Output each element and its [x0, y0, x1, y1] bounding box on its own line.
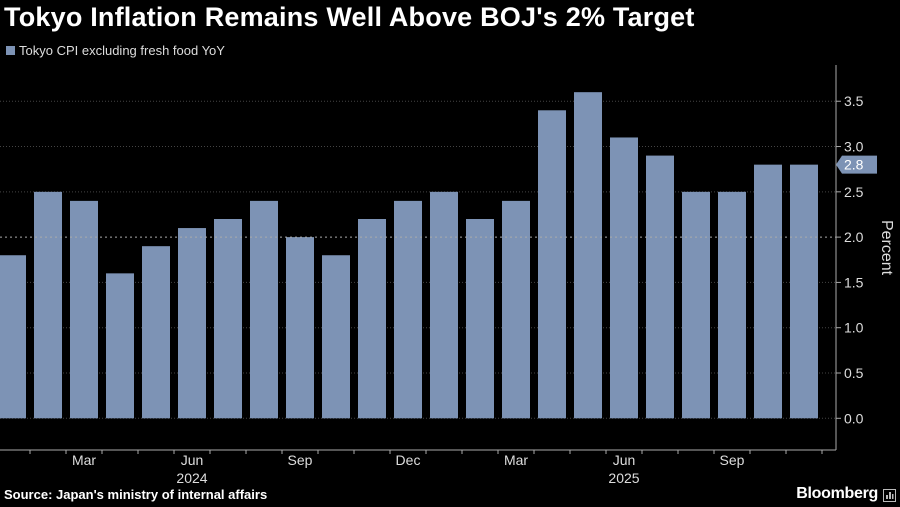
- bloomberg-mark-icon: [883, 489, 896, 502]
- x-tick-label: Jun: [181, 452, 204, 468]
- bar-jan-2025: [430, 191, 458, 419]
- bar-jan-2024: [0, 255, 26, 419]
- bar-sep-2024: [286, 237, 314, 419]
- chart-title: Tokyo Inflation Remains Well Above BOJ's…: [4, 2, 695, 32]
- x-tick-label: Sep: [720, 452, 745, 468]
- x-tick-label: Dec: [396, 452, 421, 468]
- bar-apr-2024: [106, 273, 134, 419]
- y-tick-label: 2.0: [844, 229, 864, 245]
- bar-may-2024: [142, 246, 170, 419]
- x-tick-label: Sep: [288, 452, 313, 468]
- x-tick-label: Mar: [72, 452, 96, 468]
- y-axis-title: Percent: [878, 220, 895, 276]
- y-tick-label: 0.5: [844, 365, 864, 381]
- x-tick-label: Jun: [613, 452, 636, 468]
- bloomberg-logo: Bloomberg: [796, 485, 878, 502]
- year-label: 2024: [176, 470, 207, 486]
- bar-may-2025: [574, 92, 602, 419]
- bar-dec-2024: [394, 200, 422, 419]
- bar-jun-2025: [610, 137, 638, 419]
- bar-layer: [0, 92, 818, 419]
- bar-aug-2025: [682, 191, 710, 419]
- y-tick-label: 3.0: [844, 139, 864, 155]
- last-value-tag: [836, 155, 877, 174]
- bar-sep-2025: [718, 191, 746, 419]
- y-tick-label: 1.0: [844, 320, 864, 336]
- bar-mar-2024: [70, 200, 98, 419]
- y-tick-label: 0.0: [844, 410, 864, 426]
- bar-feb-2025: [466, 219, 494, 419]
- last-value-label: 2.8: [844, 157, 864, 173]
- y-tick-label: 3.5: [844, 93, 864, 109]
- bar-mar-2025: [502, 200, 530, 419]
- axis-layer: 0.0 0.5 1.0 1.5 2.0 2.5 3.0 3.5 Mar Jun Sep Dec Mar J…: [0, 65, 895, 486]
- bar-oct-2024: [322, 255, 350, 419]
- bar-aug-2024: [250, 200, 278, 419]
- bar-jul-2025: [646, 155, 674, 419]
- bar-jun-2024: [178, 228, 206, 419]
- y-tick-label: 2.5: [844, 184, 864, 200]
- bar-feb-2024: [34, 191, 62, 419]
- legend-label: Tokyo CPI excluding fresh food YoY: [19, 43, 225, 58]
- y-tick-label: 1.5: [844, 274, 864, 290]
- legend: Tokyo CPI excluding fresh food YoY: [6, 43, 225, 58]
- legend-swatch: [6, 46, 15, 55]
- bar-apr-2025: [538, 110, 566, 419]
- bar-oct-2025: [754, 164, 782, 419]
- source-note: Source: Japan's ministry of internal aff…: [4, 487, 268, 502]
- x-tick-label: Mar: [504, 452, 528, 468]
- bar-nov-2024: [358, 219, 386, 419]
- bar-jul-2024: [214, 219, 242, 419]
- year-label: 2025: [608, 470, 639, 486]
- bar-nov-2025: [790, 164, 818, 419]
